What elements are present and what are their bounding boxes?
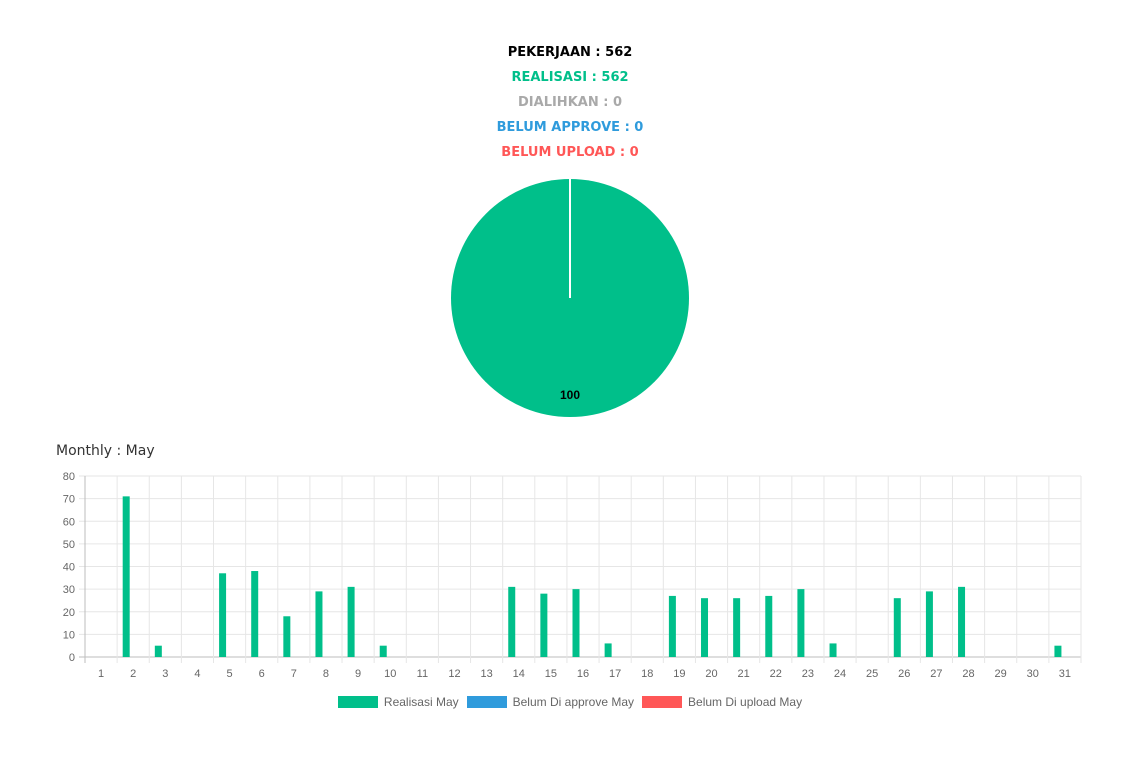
belum-approve-label: BELUM APPROVE : 0 [496,120,644,135]
bar [668,595,676,657]
x-tick-label: 11 [417,668,428,680]
x-tick-label: 21 [738,668,750,680]
legend-label: Belum Di upload May [688,695,803,710]
bar [733,598,741,657]
bar [540,593,548,657]
bar [508,586,516,657]
bar [122,496,130,657]
dialihkan-label: DIALIHKAN : 0 [518,95,622,110]
x-tick-label: 1 [98,668,104,680]
legend-item[interactable]: Belum Di approve May [466,694,635,710]
x-tick-label: 9 [355,668,361,680]
y-tick-label: 40 [63,562,75,574]
y-tick-label: 0 [69,652,75,664]
bar [701,598,709,657]
x-tick-label: 24 [834,668,846,680]
bar [379,645,387,657]
summary-panel: PEKERJAAN : 562 REALISASI : 562 DIALIHKA… [0,40,1140,165]
x-tick-label: 16 [577,668,589,680]
x-tick-label: 19 [673,668,685,680]
bar [893,598,901,657]
x-tick-label: 22 [770,668,782,680]
legend-swatch [466,696,507,709]
x-tick-label: 26 [898,668,910,680]
total-jobs-label: PEKERJAAN : 562 [507,45,633,60]
y-tick-label: 10 [63,629,75,641]
x-tick-label: 2 [130,668,136,680]
legend-label: Belum Di approve May [512,695,635,710]
bar [765,595,773,657]
belum-upload-label: BELUM UPLOAD : 0 [501,145,639,160]
y-tick-label: 60 [63,516,75,528]
pie-slice-label: 100 [560,388,580,402]
x-tick-label: 4 [194,668,200,680]
x-tick-label: 17 [609,668,621,680]
bar [347,586,355,657]
bar [797,589,805,657]
legend-item[interactable]: Belum Di upload May [642,694,802,709]
monthly-title: Monthly : May [56,443,155,459]
bar [1054,645,1062,657]
bar [315,591,323,657]
y-tick-label: 80 [63,471,75,483]
x-tick-label: 25 [866,668,878,680]
pie-chart: 100 [451,179,689,417]
x-tick-label: 3 [162,668,168,680]
x-tick-label: 5 [227,668,233,680]
bar [604,643,612,657]
x-tick-label: 14 [513,668,525,680]
legend-item[interactable]: Realisasi May [337,694,459,710]
y-tick-label: 70 [63,494,75,506]
legend-swatch [337,696,378,709]
bar [958,586,966,657]
x-tick-label: 31 [1059,668,1071,680]
x-tick-label: 15 [545,668,557,680]
x-tick-label: 27 [930,668,942,680]
x-tick-label: 7 [291,668,297,680]
realisasi-label: REALISASI : 562 [511,70,629,85]
x-tick-label: 8 [323,668,329,680]
y-tick-label: 30 [63,584,75,596]
x-tick-label: 30 [1027,668,1039,680]
x-tick-label: 20 [705,668,717,680]
bar [154,645,162,657]
bar [829,643,837,657]
bar [925,591,933,657]
x-tick-label: 12 [448,668,460,680]
legend-label: Realisasi May [383,695,459,710]
legend-swatch [642,696,683,709]
bar [283,616,291,657]
x-tick-label: 13 [480,668,492,680]
y-tick-label: 50 [63,539,75,551]
bar [572,589,580,657]
bar-chart-legend: Realisasi May Belum Di approve May Belum D… [0,694,1140,709]
x-tick-label: 29 [995,668,1007,680]
x-tick-label: 10 [384,668,396,680]
bar [251,571,259,657]
x-tick-label: 23 [802,668,814,680]
bar [219,573,227,657]
x-tick-label: 18 [641,668,653,680]
y-tick-label: 20 [63,607,75,619]
x-tick-label: 6 [259,668,265,680]
x-tick-label: 28 [962,668,974,680]
